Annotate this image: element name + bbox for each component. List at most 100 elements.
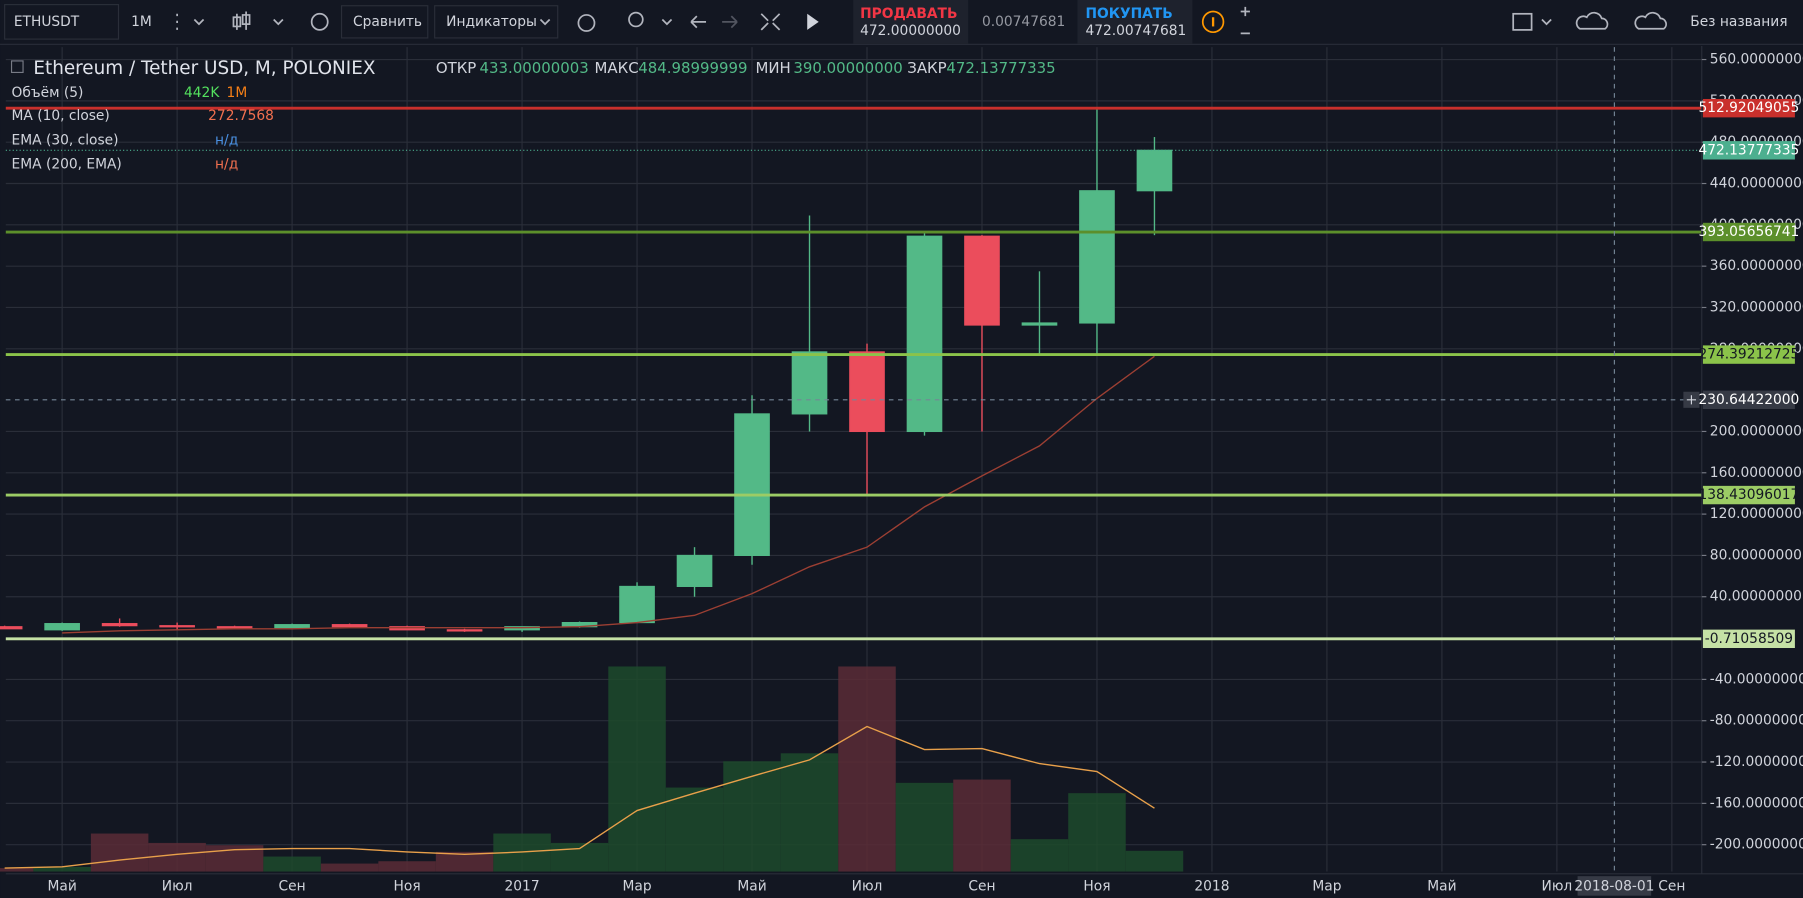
replay-icon[interactable] bbox=[807, 13, 819, 30]
rect-icon[interactable] bbox=[1512, 12, 1533, 31]
price-label: 512.92049055 bbox=[1698, 100, 1799, 116]
indicator-value: н/д bbox=[215, 156, 238, 172]
dropdown[interactable] bbox=[1541, 18, 1552, 26]
collapse-icon[interactable] bbox=[10, 60, 24, 74]
crosshair-plus-icon bbox=[1686, 395, 1697, 405]
spread: 0.00747681 bbox=[982, 14, 1065, 30]
compare[interactable]: Сравнить bbox=[353, 14, 422, 30]
dropdown[interactable] bbox=[539, 18, 551, 26]
price-label-bg bbox=[1702, 98, 1795, 118]
volume-bar bbox=[1010, 839, 1069, 872]
y-tick-label: -120.00000000 bbox=[1710, 754, 1803, 770]
indicators[interactable]: Индикаторы bbox=[446, 14, 537, 30]
sell-panel[interactable] bbox=[853, 0, 969, 44]
fullscreen-icon[interactable] bbox=[760, 13, 781, 31]
y-tick-label: -160.00000000 bbox=[1710, 795, 1803, 811]
volume-bar bbox=[1068, 793, 1126, 872]
y-tick-label: -200.00000000 bbox=[1710, 837, 1803, 853]
open-label: ОТКР bbox=[436, 59, 476, 77]
indicator-name: EMA (200, EMA) bbox=[12, 156, 122, 172]
volume-bar bbox=[0, 868, 34, 872]
settings-icon[interactable] bbox=[310, 12, 329, 31]
y-tick-label: 360.00000000 bbox=[1710, 258, 1803, 274]
volume-pane bbox=[0, 666, 1184, 872]
indicator-name: EMA (30, close) bbox=[12, 132, 119, 148]
price-label-bg bbox=[1702, 390, 1795, 409]
sell-price[interactable]: 472.00000000 bbox=[860, 23, 961, 39]
x-tick-label: 2018-08-01 bbox=[1574, 879, 1654, 895]
x-tick-label: Мар bbox=[622, 879, 651, 895]
alert-icon[interactable] bbox=[577, 14, 596, 32]
volume-bar bbox=[608, 666, 666, 872]
dropdown[interactable] bbox=[193, 18, 205, 26]
volume-bar bbox=[895, 782, 954, 872]
x-tick-label: Июл bbox=[1542, 879, 1573, 895]
volume-name: Объём (5) bbox=[12, 85, 84, 101]
info-icon[interactable] bbox=[1201, 10, 1225, 34]
candle-body bbox=[791, 351, 828, 415]
candle-body bbox=[159, 625, 195, 628]
price-label-bg bbox=[1702, 345, 1795, 364]
price-label: 138.43096017 bbox=[1698, 487, 1799, 503]
save-icon[interactable] bbox=[1634, 11, 1667, 30]
volume-bar bbox=[723, 761, 781, 872]
candle-body bbox=[676, 554, 713, 587]
x-tick-label: Ноя bbox=[1083, 879, 1110, 895]
candle-body bbox=[1136, 149, 1173, 192]
dropdown[interactable] bbox=[661, 18, 673, 26]
candle-body bbox=[734, 413, 770, 557]
price-axis-bg bbox=[1701, 45, 1803, 874]
high-value: 484.98999999 bbox=[638, 59, 747, 77]
sell-label[interactable]: ПРОДАВАТЬ bbox=[860, 6, 957, 22]
low-label: МИН bbox=[755, 59, 790, 77]
volume-bar bbox=[665, 787, 724, 872]
buy-panel[interactable] bbox=[1077, 0, 1193, 44]
x-tick-label: 2017 bbox=[505, 879, 540, 895]
buy-label[interactable]: ПОКУПАТЬ bbox=[1085, 6, 1172, 22]
volume-bar bbox=[435, 851, 494, 872]
symbol[interactable]: ETHUSDT bbox=[14, 14, 80, 30]
candle-body bbox=[274, 624, 310, 629]
redo-icon[interactable] bbox=[722, 15, 738, 29]
indicator-name: MA (10, close) bbox=[12, 108, 110, 124]
y-tick-label: 560.00000000 bbox=[1710, 52, 1803, 68]
low-value: 390.00000000 bbox=[793, 59, 902, 77]
y-tick-label: 440.00000000 bbox=[1710, 176, 1803, 192]
x-tick-label: Июл bbox=[162, 879, 193, 895]
interval[interactable]: 1M bbox=[131, 14, 152, 30]
volume-bar bbox=[780, 753, 839, 872]
levels bbox=[5, 47, 1702, 872]
price-label-bg bbox=[1702, 629, 1795, 649]
indicators-button[interactable] bbox=[434, 5, 559, 39]
candle-body bbox=[216, 626, 253, 629]
ma-line bbox=[62, 355, 1155, 634]
volume-ma-line bbox=[4, 725, 1155, 869]
candle-body bbox=[964, 235, 1000, 326]
y-tick-label: 80.00000000 bbox=[1710, 547, 1802, 563]
price-label: 230.64422000 bbox=[1698, 392, 1799, 408]
zoom-buttons[interactable] bbox=[1240, 6, 1250, 35]
dropdown[interactable] bbox=[273, 18, 284, 26]
x-tick-label: Сен bbox=[279, 879, 306, 895]
price-pane bbox=[0, 108, 1173, 634]
undo-icon[interactable] bbox=[690, 15, 707, 29]
symbol-box[interactable] bbox=[4, 4, 120, 40]
compare-button[interactable] bbox=[340, 5, 429, 39]
x-tick-label: Июл bbox=[852, 879, 883, 895]
axes: Май Июл Сен Ноя 2017 Мар Май Июл Сен Ноя 2018 Мар Ма… bbox=[47, 52, 1803, 896]
indicator-value: н/д bbox=[215, 132, 238, 148]
layout-name[interactable]: Без названия bbox=[1690, 14, 1787, 30]
buy-price[interactable]: 472.00747681 bbox=[1085, 23, 1186, 39]
volume-bar bbox=[1125, 850, 1184, 872]
candle-body bbox=[619, 585, 655, 624]
x-tick-label: Сен bbox=[968, 879, 995, 895]
x-tick-label: Сен bbox=[1658, 879, 1685, 895]
chart-type-icon[interactable] bbox=[232, 11, 251, 30]
load-icon[interactable] bbox=[1575, 11, 1609, 30]
x-tick-label: Май bbox=[737, 879, 766, 895]
volume-ma-value: 1M bbox=[227, 85, 248, 101]
x-tick-label: Май bbox=[1427, 879, 1456, 895]
price-label: 472.13777335 bbox=[1698, 142, 1799, 158]
x-tick-label: Май bbox=[47, 879, 76, 895]
ideas-icon[interactable] bbox=[628, 11, 644, 28]
